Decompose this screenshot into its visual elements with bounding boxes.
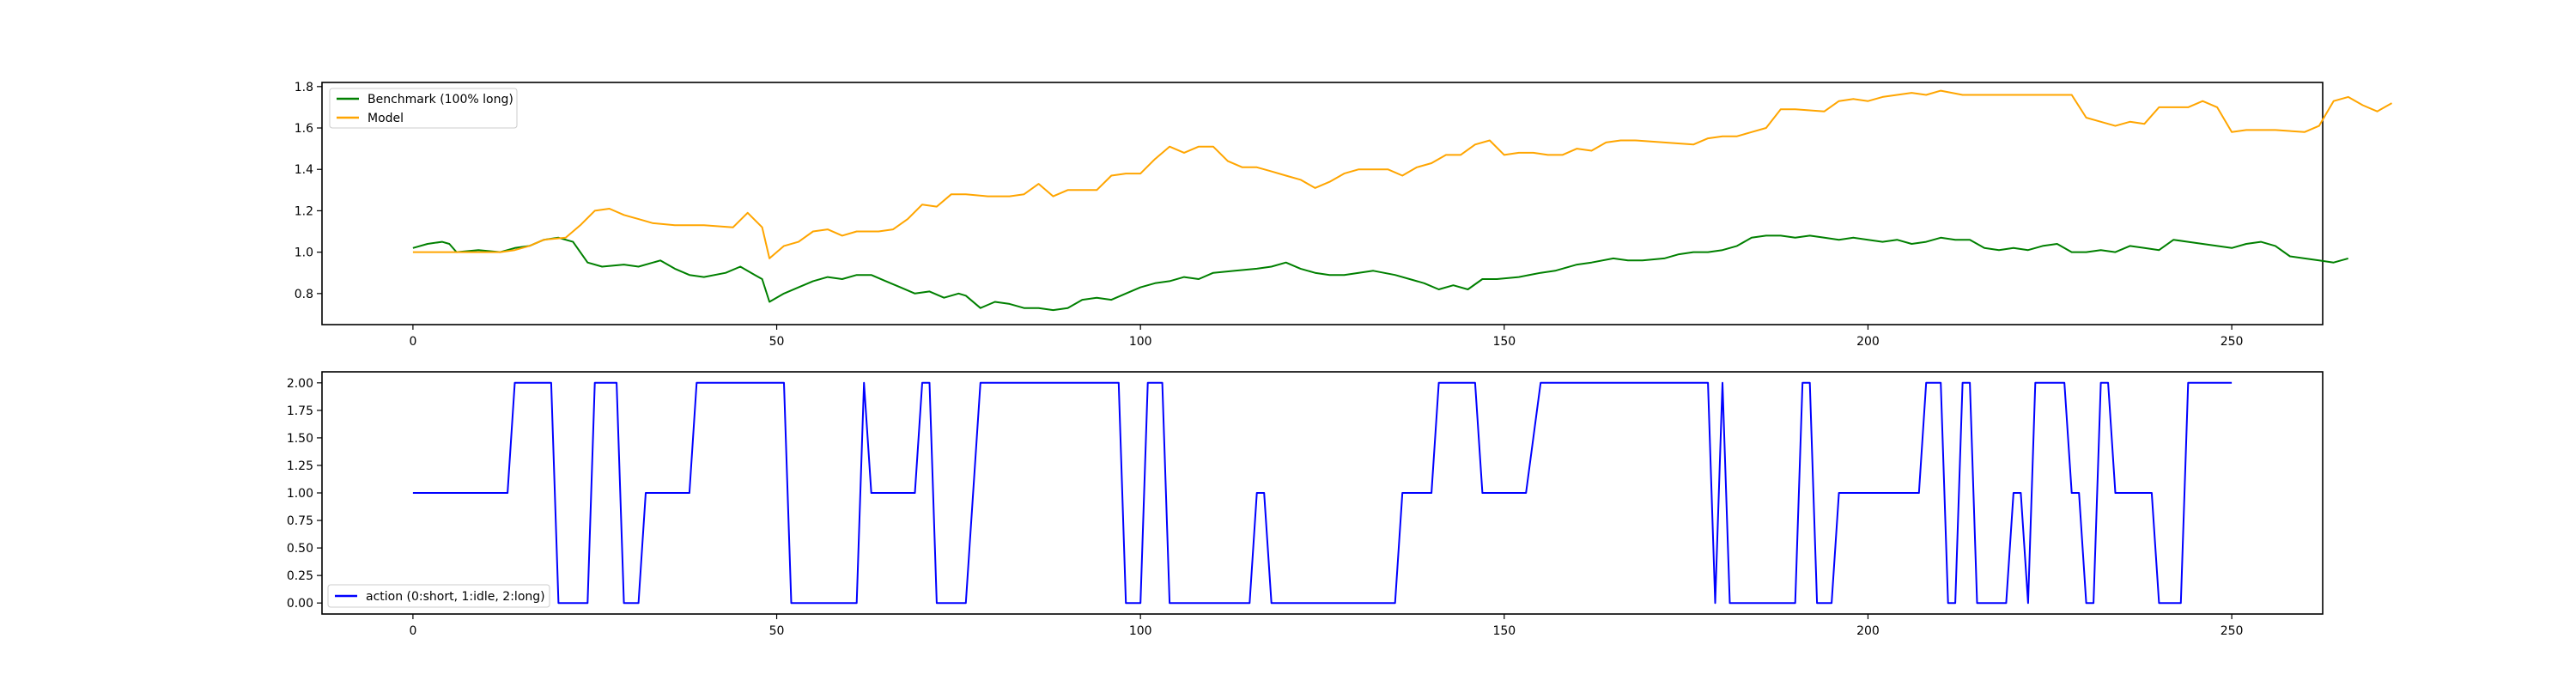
bottom-xtick-label: 150 (1492, 624, 1516, 638)
bottom-ytick-label: 0.00 (287, 597, 313, 611)
top-panel-frame (321, 82, 2324, 325)
bottom-legend-box (327, 584, 550, 608)
top-xtick-label: 0 (409, 335, 416, 349)
top-panel-legend: Benchmark (100% long) Model (329, 88, 518, 129)
bottom-ytick-label: 1.25 (287, 459, 313, 473)
bottom-xtick-label: 250 (2221, 624, 2244, 638)
top-xtick-label: 200 (1856, 335, 1880, 349)
top-ytick-label: 1.8 (295, 81, 313, 94)
bottom-ytick-label: 0.75 (287, 514, 313, 528)
bottom-ytick-label: 1.50 (287, 432, 313, 446)
bottom-panel-action-chart: 0 50 100 150 200 250 0.00 0.25 0.50 0.75 1.00 1.25 1… (287, 371, 2324, 638)
bottom-series-line-action-0-short-1-idle-2-long (412, 381, 2233, 605)
top-xtick-label: 250 (2221, 335, 2244, 349)
top-ytick-label: 1.4 (295, 163, 313, 177)
top-series-line-model (412, 89, 2392, 259)
bottom-xtick-label: 50 (769, 624, 785, 638)
top-xtick-label: 100 (1129, 335, 1152, 349)
top-series-line-benchmark-100-long (412, 234, 2348, 312)
top-ytick-label: 0.8 (295, 288, 313, 301)
bottom-xtick-label: 0 (409, 624, 416, 638)
bottom-xtick-label: 100 (1129, 624, 1152, 638)
top-legend-box (329, 88, 518, 129)
bottom-ytick-label: 0.25 (287, 569, 313, 583)
top-ytick-label: 1.6 (295, 122, 313, 136)
bottom-ytick-label: 1.00 (287, 487, 313, 501)
top-xtick-label: 50 (769, 335, 785, 349)
bottom-legend-label-action: action (0:short, 1:idle, 2:long) (366, 590, 545, 604)
top-legend-label-model: Model (368, 112, 404, 125)
bottom-ytick-label: 2.00 (287, 377, 313, 391)
bottom-panel-legend: action (0:short, 1:idle, 2:long) (327, 584, 550, 608)
top-xtick-label: 150 (1492, 335, 1516, 349)
top-ytick-label: 1.2 (295, 204, 313, 218)
top-panel-axis-ticks: 0 50 100 150 200 250 0.8 1.0 1.2 1.4 1.6 1.8 (295, 81, 2244, 349)
top-panel-series-lines (412, 89, 2392, 312)
top-panel-performance-chart: 0 50 100 150 200 250 0.8 1.0 1.2 1.4 1.6 1.8 Benchm… (295, 81, 2392, 349)
bottom-panel-series-lines (412, 381, 2233, 605)
bottom-xtick-label: 200 (1856, 624, 1880, 638)
top-legend-label-benchmark: Benchmark (100% long) (368, 93, 513, 106)
bottom-panel-axis-ticks: 0 50 100 150 200 250 0.00 0.25 0.50 0.75 1.00 1.25 1… (287, 377, 2244, 638)
bottom-ytick-label: 0.50 (287, 542, 313, 556)
bottom-ytick-label: 1.75 (287, 404, 313, 418)
top-ytick-label: 1.0 (295, 246, 313, 260)
